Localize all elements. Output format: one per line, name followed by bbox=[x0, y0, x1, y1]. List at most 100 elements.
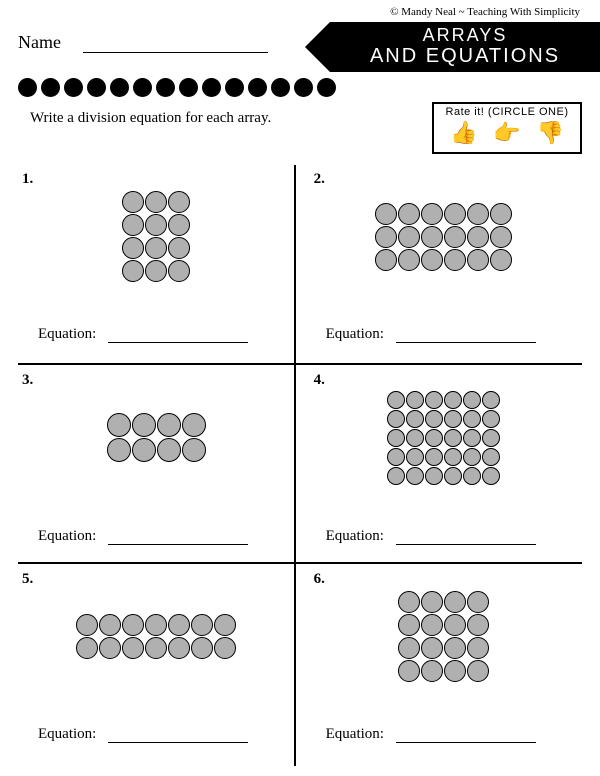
array-circle bbox=[168, 637, 190, 659]
array-circle bbox=[398, 637, 420, 659]
decorative-dot bbox=[202, 78, 221, 97]
array-circle bbox=[168, 237, 190, 259]
grid-divider-h1 bbox=[18, 363, 582, 365]
array-circle bbox=[157, 438, 181, 462]
array-circle bbox=[482, 410, 500, 428]
array-row bbox=[398, 637, 489, 659]
rate-it-label: Rate it! (CIRCLE ONE) bbox=[434, 106, 580, 118]
array-circle bbox=[444, 429, 462, 447]
equation-label: Equation: bbox=[38, 528, 96, 545]
array-circle bbox=[406, 410, 424, 428]
array-circle bbox=[490, 203, 512, 225]
problem-cell-6: 6. Equation: bbox=[306, 565, 582, 763]
array-circle bbox=[406, 429, 424, 447]
decorative-dot bbox=[110, 78, 129, 97]
array-circle bbox=[214, 637, 236, 659]
array-circle bbox=[398, 591, 420, 613]
array-circle bbox=[145, 614, 167, 636]
problem-cell-5: 5. Equation: bbox=[18, 565, 294, 763]
array-row bbox=[387, 448, 500, 466]
array-circle bbox=[444, 203, 466, 225]
array-circle bbox=[467, 614, 489, 636]
array-circle bbox=[421, 591, 443, 613]
name-input-line[interactable] bbox=[83, 52, 268, 53]
array-circle bbox=[406, 467, 424, 485]
array-circle bbox=[482, 467, 500, 485]
array-circle bbox=[425, 429, 443, 447]
array-circle bbox=[421, 660, 443, 682]
array-circle bbox=[421, 203, 443, 225]
array-circle bbox=[467, 660, 489, 682]
decorative-dot bbox=[133, 78, 152, 97]
array-circle bbox=[122, 191, 144, 213]
array-circle bbox=[168, 260, 190, 282]
decorative-dots bbox=[18, 78, 336, 97]
array-circle bbox=[467, 203, 489, 225]
dot-array bbox=[107, 413, 206, 462]
array-circle bbox=[444, 637, 466, 659]
array-circle bbox=[375, 249, 397, 271]
array-circle bbox=[122, 260, 144, 282]
dot-array bbox=[387, 391, 500, 485]
name-label: Name bbox=[18, 32, 61, 53]
equation-input-line[interactable] bbox=[108, 342, 248, 343]
array-row bbox=[122, 214, 190, 236]
array-circle bbox=[157, 413, 181, 437]
array-circle bbox=[425, 410, 443, 428]
array-row bbox=[375, 203, 512, 225]
equation-input-line[interactable] bbox=[396, 342, 536, 343]
array-circle bbox=[387, 467, 405, 485]
rate-it-box: Rate it! (CIRCLE ONE) 👍 👉 👎 bbox=[432, 102, 582, 154]
array-circle bbox=[132, 438, 156, 462]
array-row bbox=[387, 429, 500, 447]
equation-label: Equation: bbox=[326, 726, 384, 743]
array-circle bbox=[421, 614, 443, 636]
thumbs-down-icon[interactable]: 👎 bbox=[537, 118, 564, 148]
equation-input-line[interactable] bbox=[108, 544, 248, 545]
array-circle bbox=[132, 413, 156, 437]
array-row bbox=[107, 438, 206, 462]
array-circle bbox=[375, 203, 397, 225]
array-circle bbox=[406, 448, 424, 466]
array-circle bbox=[122, 614, 144, 636]
array-circle bbox=[463, 391, 481, 409]
array-row bbox=[387, 467, 500, 485]
array-circle bbox=[387, 448, 405, 466]
decorative-dot bbox=[87, 78, 106, 97]
dot-array bbox=[76, 614, 236, 659]
array-circle bbox=[490, 226, 512, 248]
decorative-dot bbox=[179, 78, 198, 97]
array-circle bbox=[387, 410, 405, 428]
array-circle bbox=[444, 591, 466, 613]
array-circle bbox=[444, 448, 462, 466]
thumbs-up-icon[interactable]: 👍 bbox=[450, 118, 477, 148]
copyright-text: © Mandy Neal ~ Teaching With Simplicity bbox=[390, 6, 580, 18]
equation-input-line[interactable] bbox=[396, 742, 536, 743]
array-circle bbox=[398, 226, 420, 248]
array-circle bbox=[182, 413, 206, 437]
array-circle bbox=[490, 249, 512, 271]
equation-label: Equation: bbox=[38, 726, 96, 743]
decorative-dot bbox=[18, 78, 37, 97]
title-line-1: ARRAYS bbox=[330, 25, 600, 45]
array-circle bbox=[463, 410, 481, 428]
array-circle bbox=[467, 226, 489, 248]
array-circle bbox=[482, 391, 500, 409]
array-circle bbox=[387, 429, 405, 447]
decorative-dot bbox=[156, 78, 175, 97]
array-row bbox=[76, 614, 236, 636]
array-row bbox=[387, 391, 500, 409]
decorative-dot bbox=[317, 78, 336, 97]
equation-input-line[interactable] bbox=[396, 544, 536, 545]
array-circle bbox=[168, 614, 190, 636]
array-circle bbox=[444, 467, 462, 485]
equation-input-line[interactable] bbox=[108, 742, 248, 743]
array-circle bbox=[482, 429, 500, 447]
array-row bbox=[122, 191, 190, 213]
array-circle bbox=[107, 438, 131, 462]
thumbs-side-icon[interactable]: 👉 bbox=[493, 118, 520, 148]
array-row bbox=[76, 637, 236, 659]
array-circle bbox=[444, 226, 466, 248]
instruction-text: Write a division equation for each array… bbox=[30, 110, 271, 127]
array-circle bbox=[145, 637, 167, 659]
